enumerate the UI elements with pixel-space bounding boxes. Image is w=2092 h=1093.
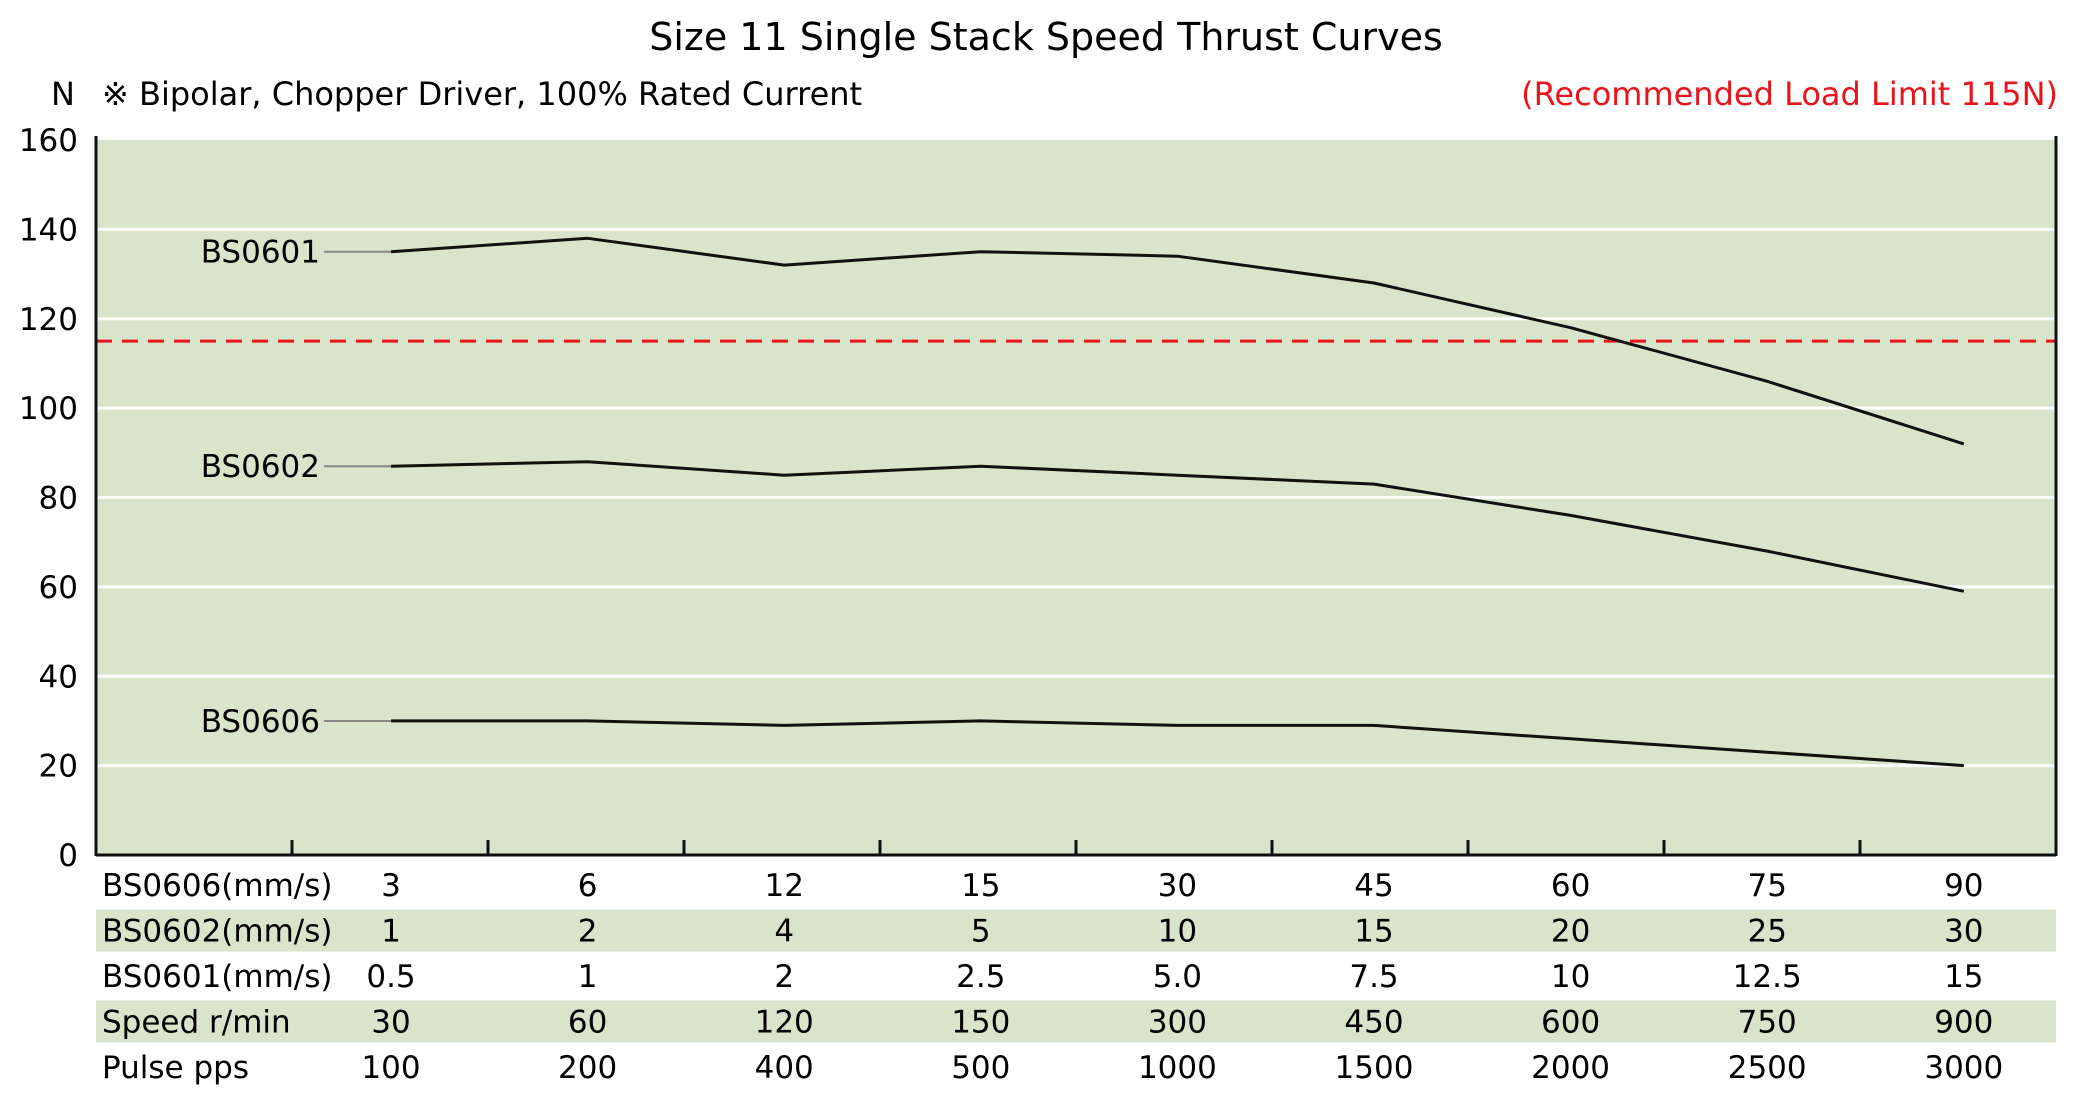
table-cell: 10 [1551,959,1590,995]
table-cell: 1500 [1335,1050,1414,1086]
table-cell: 100 [361,1050,420,1086]
table-cell: 400 [755,1050,814,1086]
table-cell: 500 [951,1050,1010,1086]
table-cell: 1 [381,914,401,950]
table-cell: 12.5 [1733,959,1802,995]
y-tick-label: 60 [39,570,78,606]
table-cell: 450 [1344,1005,1403,1041]
table-cell: 3000 [1924,1050,2003,1086]
table-cell: 3 [381,868,401,904]
table-cell: 200 [558,1050,617,1086]
table-cell: 2.5 [956,959,1005,995]
load-limit-label: (Recommended Load Limit 115N) [1521,75,2058,113]
table-cell: 75 [1747,868,1786,904]
table-cell: 12 [764,868,803,904]
chart-note: ※ Bipolar, Chopper Driver, 100% Rated Cu… [102,75,862,113]
table-row-label: BS0606(mm/s) [102,868,332,904]
table-row-label: Pulse pps [102,1050,249,1086]
table-cell: 45 [1354,868,1393,904]
x-axis-table: BS0606(mm/s) 3 6 12 15 30 45 60 75 90BS0602(mm/s)… [96,868,2056,1086]
table-cell: 2 [578,914,598,950]
table-cell: 750 [1738,1005,1797,1041]
table-cell: 6 [578,868,598,904]
y-tick-label: 40 [39,659,78,695]
table-row-band [96,909,2056,952]
table-cell: 4 [774,914,794,950]
grid-lines [96,227,2056,768]
table-cell: 25 [1747,914,1786,950]
table-cell: 1000 [1138,1050,1217,1086]
chart-title: Size 11 Single Stack Speed Thrust Curves [649,15,1443,59]
table-cell: 900 [1934,1005,1993,1041]
y-tick-label: 140 [19,212,78,248]
y-tick-label: 120 [19,302,78,338]
table-cell: 0.5 [366,959,415,995]
table-row-label: BS0601(mm/s) [102,959,332,995]
table-cell: 150 [951,1005,1010,1041]
table-cell: 20 [1551,914,1590,950]
table-cell: 30 [1158,868,1197,904]
series-lines: BS0601 BS0602 BS0606 [96,235,2056,768]
table-cell: 15 [1354,914,1393,950]
table-cell: 30 [371,1005,410,1041]
table-cell: 5.0 [1153,959,1202,995]
y-tick-label: 20 [39,749,78,785]
table-cell: 7.5 [1349,959,1398,995]
table-cell: 300 [1148,1005,1207,1041]
series-line-bs0601 [390,236,1965,446]
table-cell: 1 [578,959,598,995]
table-cell: 90 [1944,868,1983,904]
series-label-bs0606: BS0606 [201,704,320,740]
y-unit-label: N [51,75,75,113]
table-cell: 15 [961,868,1000,904]
series-line-bs0606 [391,719,1964,768]
table-cell: 600 [1541,1005,1600,1041]
table-cell: 10 [1158,914,1197,950]
table-cell: 30 [1944,914,1983,950]
axes: 0 20 40 60 80 100 120 140 160 [19,123,2058,874]
table-row-label: Speed r/min [102,1005,291,1041]
table-cell: 5 [971,914,991,950]
series-label-bs0602: BS0602 [201,449,320,485]
table-cell: 15 [1944,959,1983,995]
table-cell: 60 [568,1005,607,1041]
y-tick-label: 80 [39,481,78,517]
y-tick-label: 100 [19,391,78,427]
series-line-bs0602 [390,460,1965,593]
y-tick-label: 0 [58,838,78,874]
table-cell: 60 [1551,868,1590,904]
y-tick-label: 160 [19,123,78,159]
table-cell: 2 [774,959,794,995]
table-cell: 120 [755,1005,814,1041]
table-row-label: BS0602(mm/s) [102,914,332,950]
table-cell: 2500 [1728,1050,1807,1086]
table-row-band [96,1000,2056,1043]
series-label-bs0601: BS0601 [201,235,320,271]
table-cell: 2000 [1531,1050,1610,1086]
